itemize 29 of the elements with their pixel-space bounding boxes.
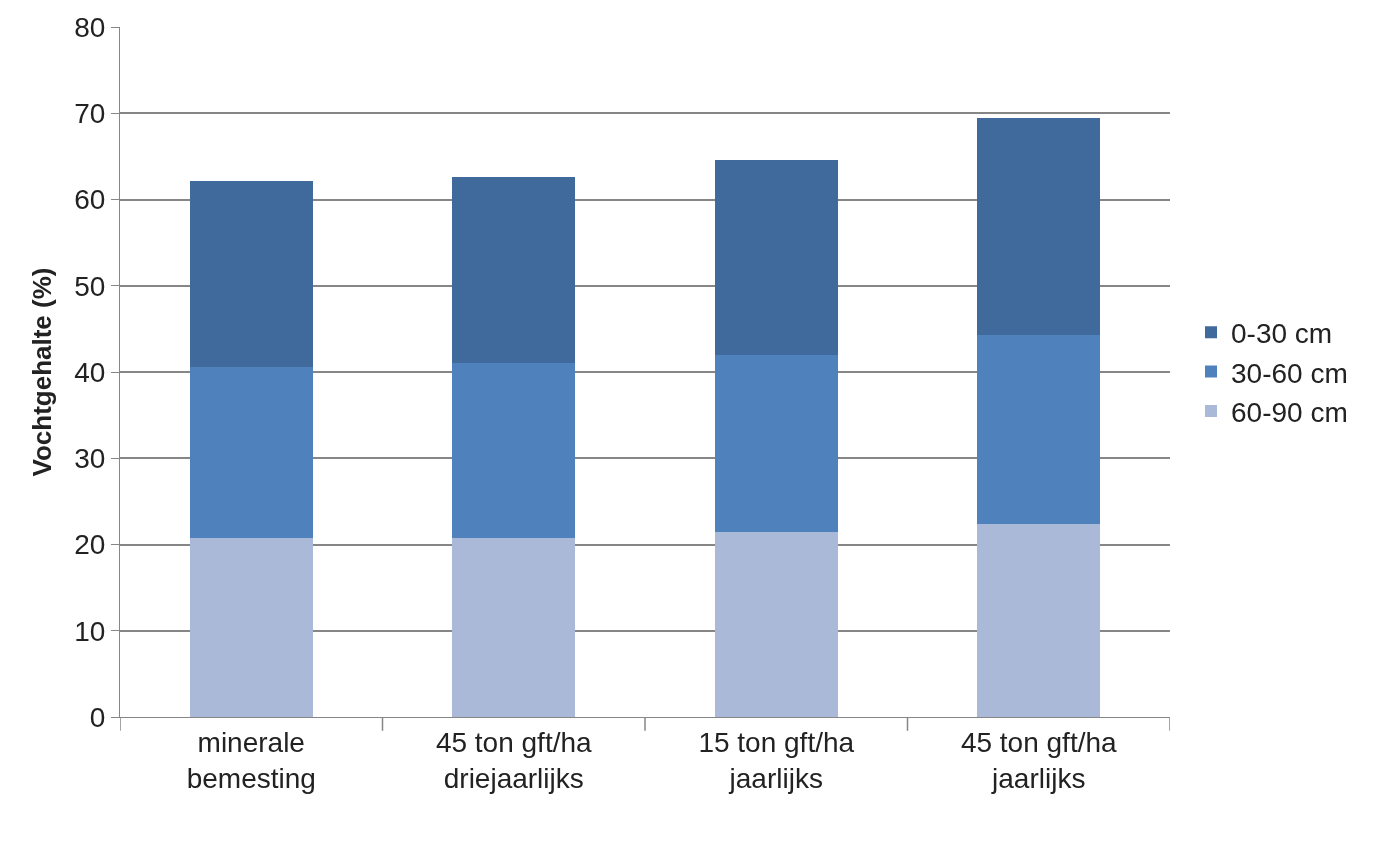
legend-label: 30-60 cm <box>1231 357 1348 389</box>
bar <box>977 118 1101 335</box>
x-tick-label: 45 ton gft/ha jaarlijks <box>960 726 1118 794</box>
y-tick-label: 80 <box>74 11 106 43</box>
bar <box>452 538 576 717</box>
bar <box>714 354 838 533</box>
x-tick-label: 15 ton gft/ha jaarlijks <box>698 726 855 794</box>
bar <box>977 523 1101 717</box>
y-tick-label: 50 <box>74 270 106 302</box>
bar <box>452 177 576 363</box>
bar <box>714 532 838 717</box>
bar <box>189 181 313 367</box>
y-tick-label: 40 <box>74 356 106 388</box>
bar <box>714 159 838 355</box>
y-tick-label: 70 <box>74 98 106 130</box>
x-tick-label: 45 ton gft/ha driejaarlijks <box>435 726 593 794</box>
bar <box>189 538 313 717</box>
y-tick-label: 0 <box>89 701 106 733</box>
bar <box>189 366 313 539</box>
y-tick-label: 20 <box>74 529 106 561</box>
y-tick-label: 30 <box>74 443 106 475</box>
y-tick-label: 60 <box>74 184 106 216</box>
y-axis-title: Vochtgehalte (%) <box>26 267 57 477</box>
x-tick-label: minerale bemesting <box>186 726 316 794</box>
bar <box>977 334 1101 524</box>
bar <box>452 362 576 539</box>
legend-label: 0-30 cm <box>1231 318 1333 350</box>
legend-label: 60-90 cm <box>1231 396 1348 428</box>
y-tick-label: 10 <box>74 615 106 647</box>
